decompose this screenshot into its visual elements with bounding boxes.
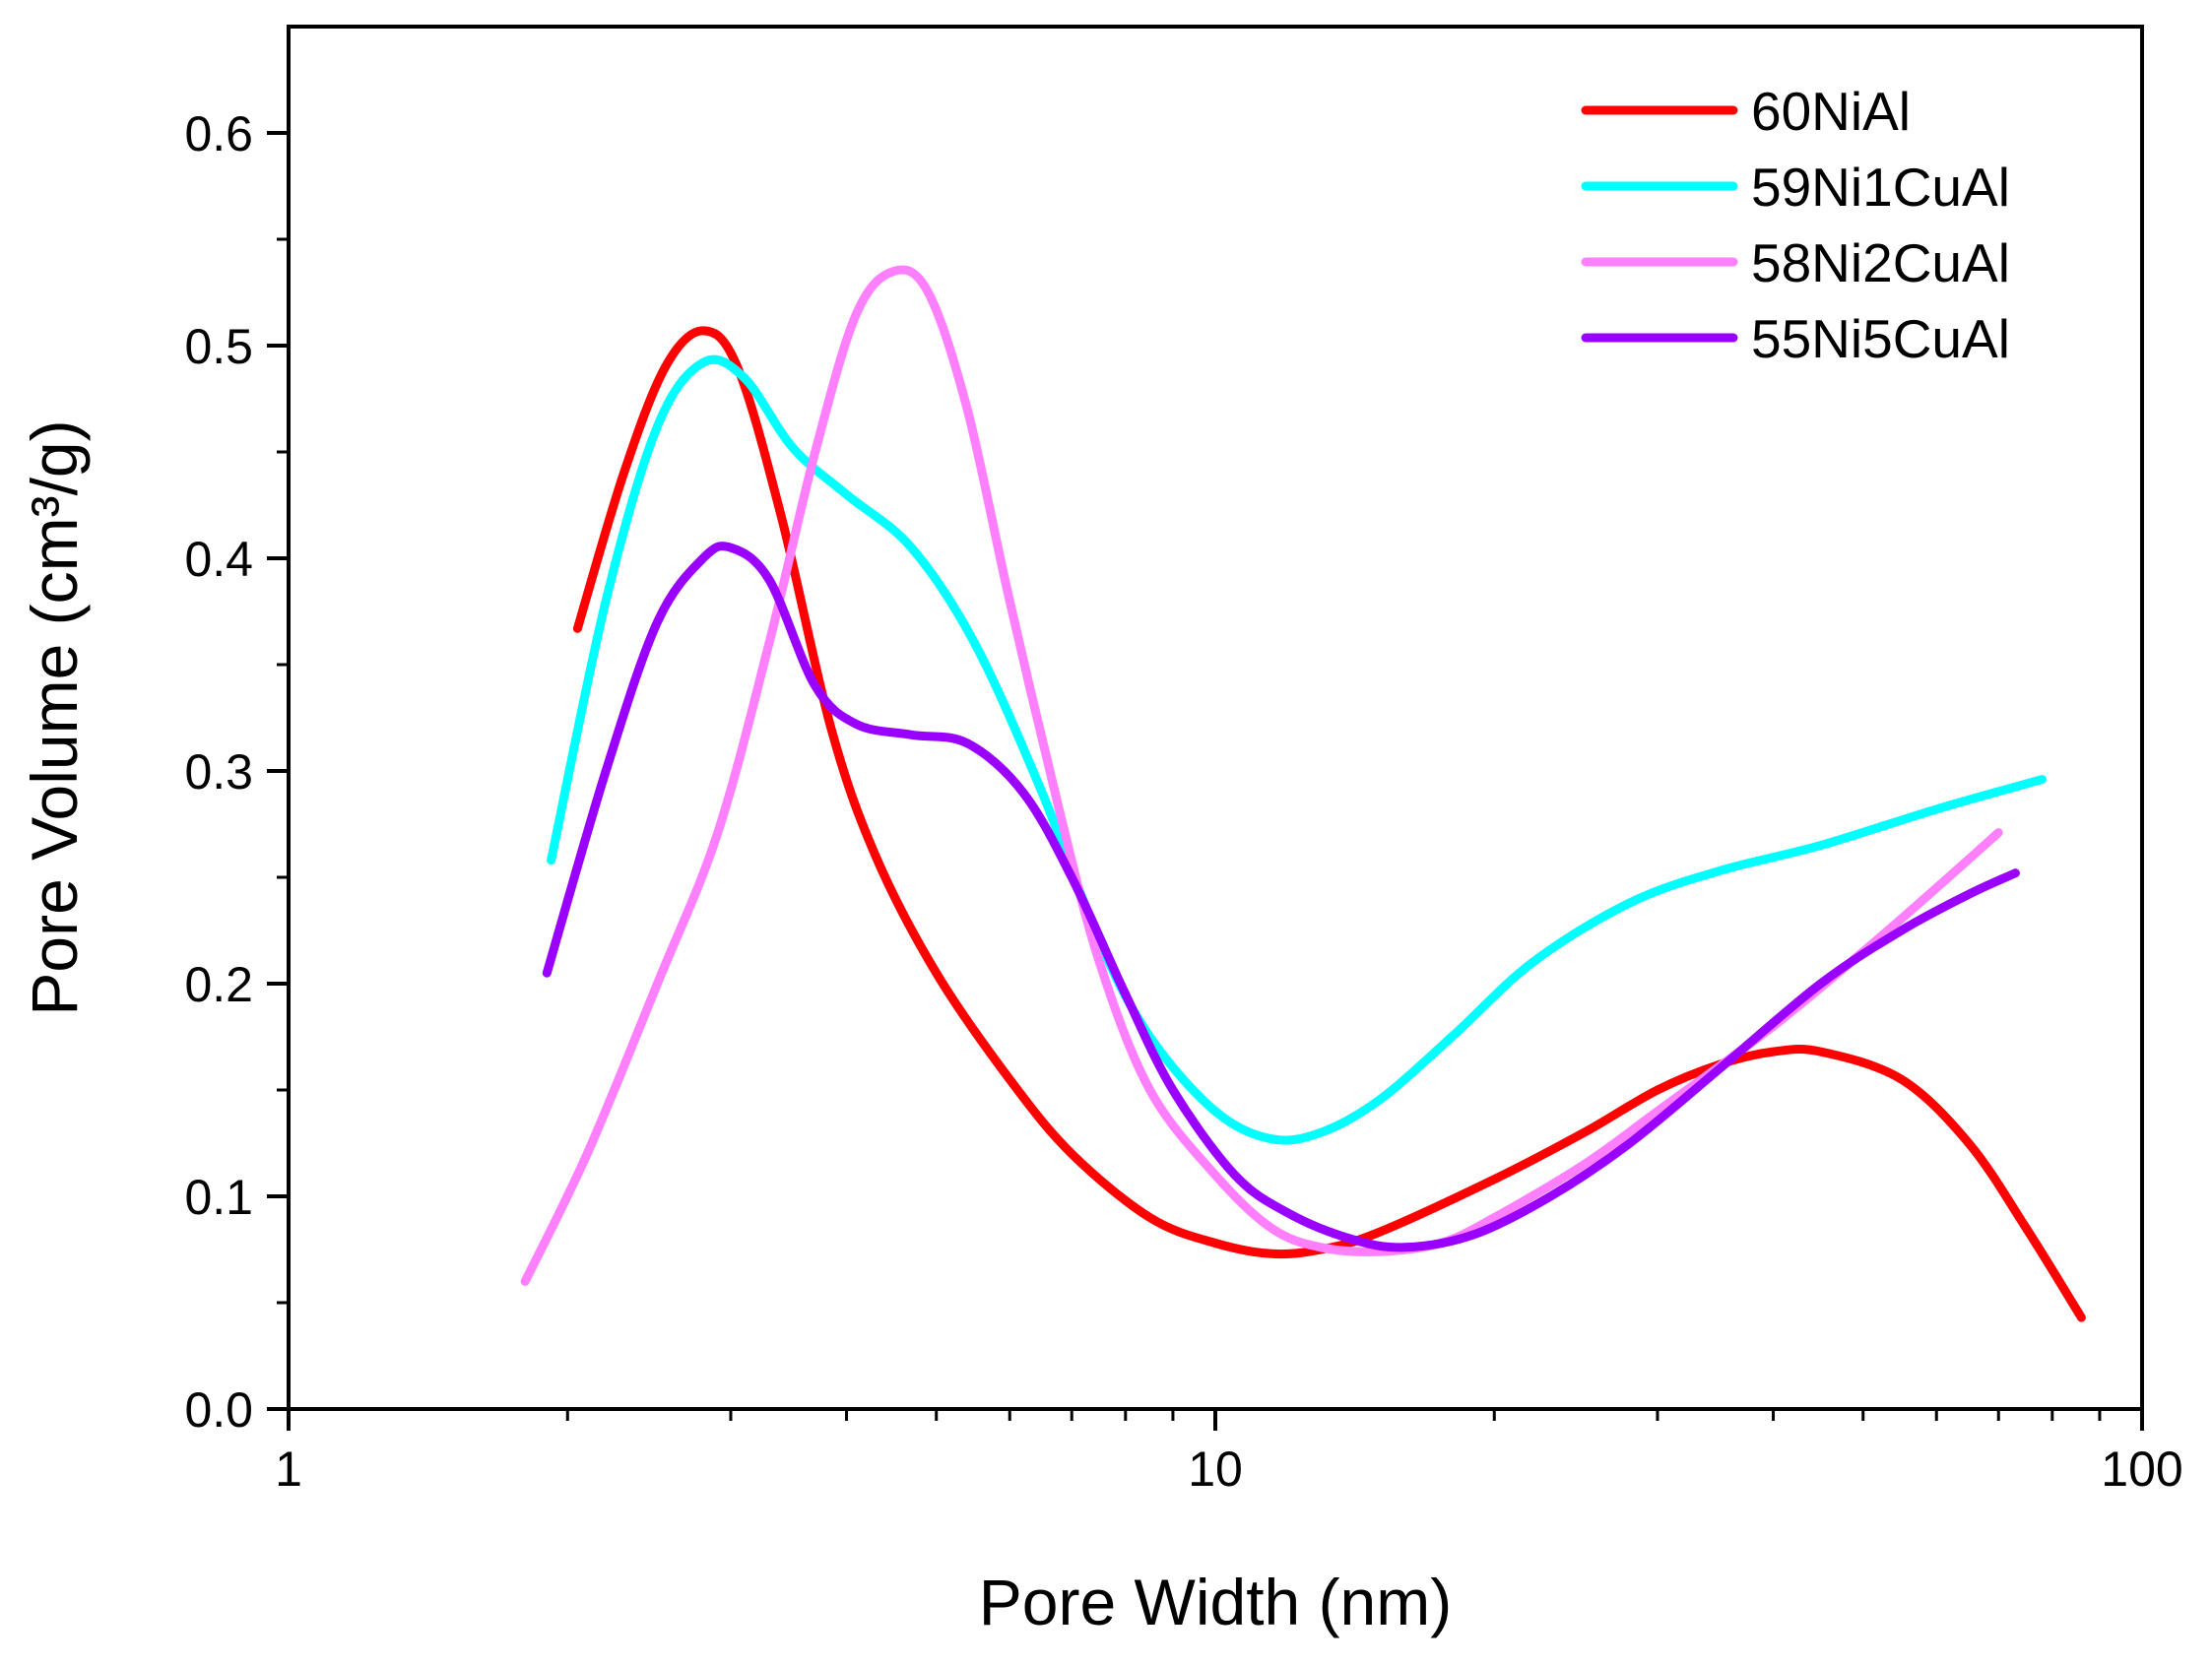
y-tick-label: 0.5	[184, 319, 253, 374]
legend-label-58ni2cual: 58Ni2CuAl	[1751, 232, 2010, 293]
series-layer	[520, 265, 2086, 1322]
y-tick-label: 0.3	[184, 744, 253, 800]
series-line-55ni5cual	[542, 542, 2020, 1252]
y-tick-label: 0.6	[184, 106, 253, 161]
legend: 60NiAl 59Ni1CuAl 58Ni2CuAl 55Ni5CuAl	[1581, 81, 2010, 369]
y-tick-label: 0.1	[184, 1170, 253, 1225]
plot-area-frame	[287, 25, 2144, 1411]
series-line-60nial	[572, 326, 2086, 1322]
y-tick-label: 0.4	[184, 532, 253, 587]
x-tick-label: 1	[275, 1442, 302, 1497]
tick-labels-layer: 1 10 100 0.0 0.1 0.2 0.3 0.4 0.5 0.6	[184, 106, 2182, 1497]
x-tick-label: 10	[1188, 1442, 1243, 1497]
y-tick-label: 0.2	[184, 957, 253, 1012]
y-axis-title: Pore Volume (cm³/g)	[18, 419, 91, 1015]
legend-label-55ni5cual: 55Ni5CuAl	[1751, 308, 2010, 369]
legend-label-59ni1cual: 59Ni1CuAl	[1751, 157, 2010, 218]
legend-label-60nial: 60NiAl	[1751, 81, 1911, 142]
y-tick-label: 0.0	[184, 1382, 253, 1438]
x-tick-label: 100	[2101, 1442, 2182, 1497]
x-axis-title: Pore Width (nm)	[979, 1566, 1452, 1638]
series-line-58ni2cual	[520, 265, 2003, 1286]
